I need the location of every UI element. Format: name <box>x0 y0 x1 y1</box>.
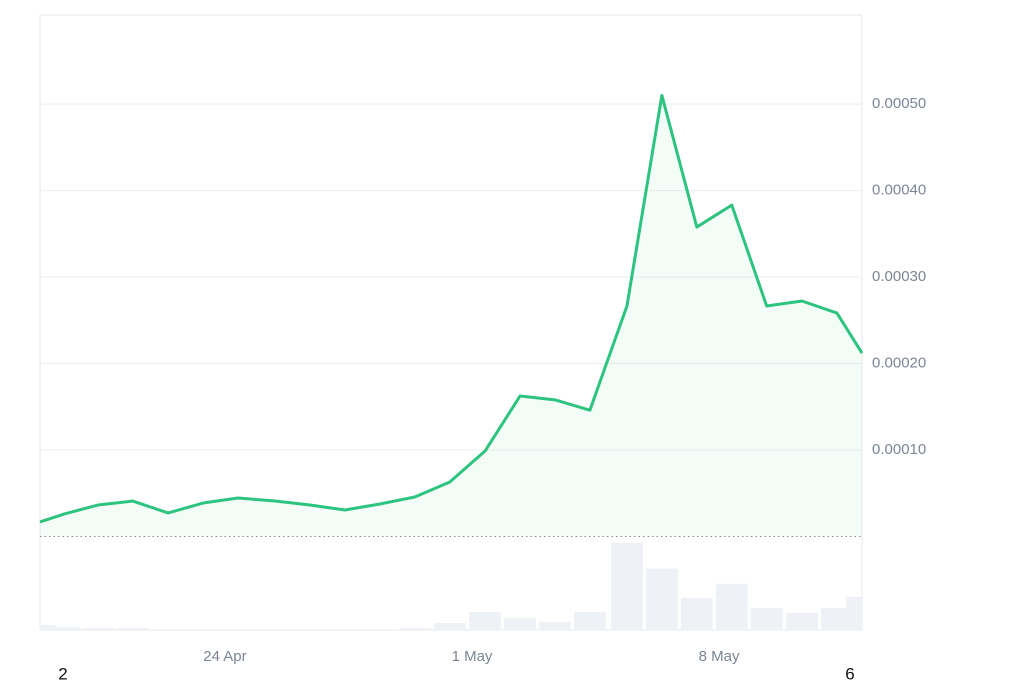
volume-bar <box>48 626 80 630</box>
volume-bar <box>504 617 536 630</box>
volume-bar <box>469 611 501 630</box>
price-line <box>39 93 864 524</box>
volume-bar <box>646 568 678 630</box>
volume-bar <box>574 611 606 630</box>
volume-bar <box>40 624 56 630</box>
volume-bar <box>750 607 783 630</box>
y-tick-label: 0.00050 <box>872 95 926 112</box>
area <box>40 95 862 537</box>
volume-bar <box>821 607 853 630</box>
x-tick-label: 1 May <box>452 648 493 665</box>
edge-label: 2 <box>58 664 67 683</box>
volume-bar <box>82 627 114 630</box>
volume-bar <box>433 622 466 630</box>
edge-label: 6 <box>845 664 854 683</box>
y-tick-label: 0.00030 <box>872 268 926 285</box>
volume-bar <box>715 583 748 630</box>
y-tick-label: 0.00020 <box>872 355 926 372</box>
volume-bar <box>786 612 818 630</box>
volume-bar <box>398 627 431 630</box>
volume-bar <box>846 596 862 630</box>
y-tick-label: 0.00040 <box>872 182 926 199</box>
volume-bar <box>611 542 643 630</box>
volume-bar <box>539 621 571 630</box>
volume-bar <box>680 597 713 630</box>
x-tick-label: 24 Apr <box>203 648 246 665</box>
volume-bar <box>116 627 149 630</box>
y-tick-label: 0.00010 <box>872 441 926 458</box>
x-tick-label: 8 May <box>699 648 740 665</box>
